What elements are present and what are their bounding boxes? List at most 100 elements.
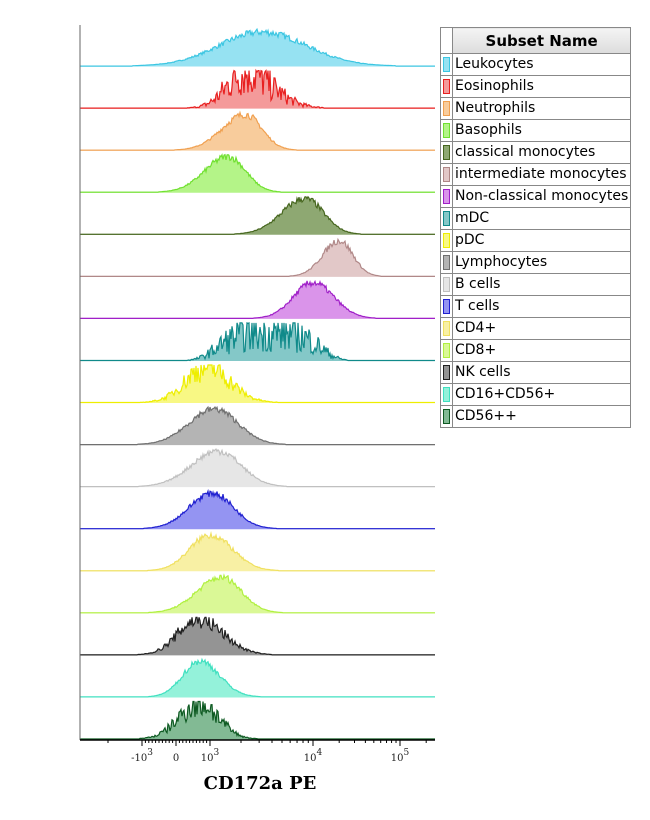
- legend-label: CD16+CD56+: [451, 383, 632, 406]
- histogram-b-cells: [80, 448, 435, 488]
- legend-row: mDC: [440, 207, 632, 230]
- legend-swatch-cell: [440, 119, 453, 142]
- legend-label: CD4+: [451, 317, 632, 340]
- histogram-fill: [80, 239, 435, 277]
- legend-swatch-cell: [440, 207, 453, 230]
- legend-swatch-cell: [440, 295, 453, 318]
- histogram-cd56-: [80, 700, 435, 740]
- histogram-fill: [80, 533, 435, 571]
- legend-swatch-cell: [440, 53, 453, 76]
- histogram-pdc: [80, 364, 435, 404]
- legend-label: mDC: [451, 207, 632, 230]
- legend-swatch: [443, 254, 450, 270]
- histogram-outline: [80, 531, 435, 572]
- legend-swatch: [443, 276, 450, 292]
- histogram-fill: [80, 575, 435, 613]
- legend-swatch: [443, 298, 450, 314]
- legend-row: intermediate monocytes: [440, 163, 632, 186]
- x-tick-label: 105: [391, 748, 410, 764]
- legend-swatch: [443, 232, 450, 248]
- histogram-fill: [80, 112, 435, 151]
- histogram-fill: [80, 491, 435, 529]
- legend-swatch: [443, 56, 450, 72]
- legend-row: CD4+: [440, 317, 632, 340]
- histogram-lymphocytes: [80, 405, 435, 446]
- histogram-outline: [80, 488, 435, 530]
- legend-label: T cells: [451, 295, 632, 318]
- legend-swatch-cell: [440, 251, 453, 274]
- x-axis-title: CD172a PE: [203, 773, 317, 794]
- legend-swatch: [443, 320, 450, 336]
- legend-row: Non-classical monocytes: [440, 185, 632, 208]
- legend-swatch-cell: [440, 317, 453, 340]
- legend-label: NK cells: [451, 361, 632, 384]
- histogram-outline: [80, 195, 435, 235]
- legend-header: Subset Name: [451, 27, 632, 54]
- histogram-outline: [80, 700, 435, 740]
- histogram-fill: [80, 154, 435, 193]
- histogram-non-classical-monocytes: [80, 279, 435, 319]
- histogram-basophils: [80, 153, 435, 193]
- legend-row: B cells: [440, 273, 632, 296]
- legend-swatch-cell: [440, 185, 453, 208]
- legend-row: classical monocytes: [440, 141, 632, 164]
- histogram-outline: [80, 68, 435, 109]
- legend-swatch: [443, 78, 450, 94]
- legend-swatch: [443, 100, 450, 116]
- histogram-fill: [80, 365, 435, 403]
- legend-row: CD16+CD56+: [440, 383, 632, 406]
- histogram-classical-monocytes: [80, 195, 435, 235]
- legend-swatch: [443, 144, 450, 160]
- histogram-eosinophils: [80, 68, 435, 109]
- x-tick-label: 0: [173, 753, 179, 764]
- legend-label: CD8+: [451, 339, 632, 362]
- histogram-leukocytes: [80, 27, 435, 67]
- legend-swatch-cell: [440, 97, 453, 120]
- legend-label: pDC: [451, 229, 632, 252]
- legend-swatch: [443, 122, 450, 138]
- legend-label: B cells: [451, 273, 632, 296]
- histogram-outline: [80, 405, 435, 446]
- histogram-fill: [80, 659, 435, 697]
- histogram-t-cells: [80, 488, 435, 530]
- legend-swatch-cell: [440, 229, 453, 252]
- legend-swatch: [443, 188, 450, 204]
- legend-label: Neutrophils: [451, 97, 632, 120]
- legend-row: CD8+: [440, 339, 632, 362]
- histogram-outline: [80, 110, 435, 151]
- histogram-outline: [80, 27, 435, 67]
- histogram-outline: [80, 448, 435, 488]
- histogram-intermediate-monocytes: [80, 237, 435, 277]
- histogram-outline: [80, 616, 435, 656]
- legend-label: CD56++: [451, 405, 632, 428]
- x-tick-label: 103: [201, 748, 220, 764]
- legend-swatch-cell: [440, 75, 453, 98]
- legend-row: Eosinophils: [440, 75, 632, 98]
- histogram-cd4-: [80, 531, 435, 572]
- legend-row: CD56++: [440, 405, 632, 428]
- histogram-neutrophils: [80, 110, 435, 151]
- legend-swatch-cell: [440, 141, 453, 164]
- legend-label: classical monocytes: [451, 141, 632, 164]
- legend-label: intermediate monocytes: [451, 163, 632, 186]
- legend-row: pDC: [440, 229, 632, 252]
- legend-row: Basophils: [440, 119, 632, 142]
- histogram-fill: [80, 617, 435, 655]
- legend-swatch: [443, 408, 450, 424]
- histogram-nk-cells: [80, 616, 435, 656]
- histogram-fill: [80, 70, 435, 109]
- x-tick-label: -103: [131, 748, 153, 764]
- histogram-fill: [80, 449, 435, 487]
- legend-swatch-header: [440, 27, 453, 54]
- legend-swatch: [443, 364, 450, 380]
- legend-swatch: [443, 342, 450, 358]
- legend-swatch-cell: [440, 405, 453, 428]
- legend-swatch-cell: [440, 361, 453, 384]
- legend-label: Non-classical monocytes: [451, 185, 632, 208]
- subset-legend: Subset Name Leukocytes Eosinophils Neutrop…: [440, 27, 632, 428]
- legend-row: T cells: [440, 295, 632, 318]
- x-tick-label: 104: [304, 748, 323, 764]
- histogram-fill: [80, 407, 435, 445]
- legend-swatch: [443, 210, 450, 226]
